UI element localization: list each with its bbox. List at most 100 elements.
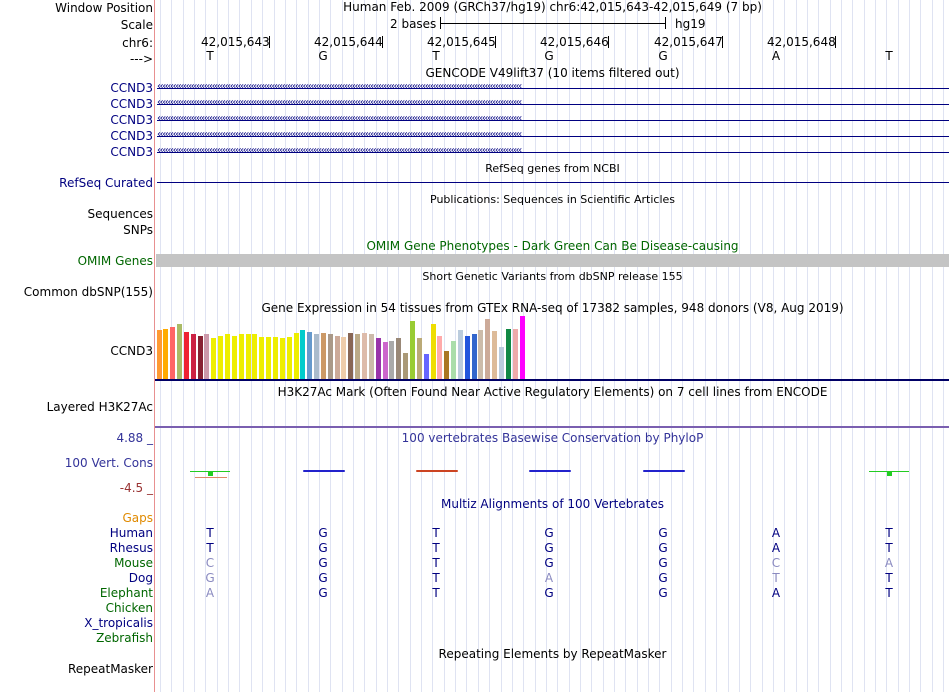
multiz-species-label[interactable]: Dog — [128, 571, 153, 585]
gencode-gene-line[interactable] — [157, 88, 949, 89]
gencode-title[interactable]: GENCODE V49lift37 (10 items filtered out… — [425, 66, 680, 80]
gtex-tissue-bar[interactable] — [472, 334, 477, 379]
gtex-tissue-bar[interactable] — [437, 336, 442, 379]
refseq-title[interactable]: RefSeq genes from NCBI — [485, 162, 620, 175]
gtex-tissue-bar[interactable] — [355, 334, 360, 379]
gtex-tissue-bar[interactable] — [163, 329, 168, 379]
conservation-label[interactable]: 100 Vert. Cons — [64, 456, 153, 470]
gtex-tissue-bar[interactable] — [458, 330, 463, 379]
gtex-tissue-bar[interactable] — [273, 337, 278, 379]
gtex-tissue-bar[interactable] — [218, 336, 223, 379]
gtex-tissue-bar[interactable] — [246, 334, 251, 379]
gtex-tissue-bar[interactable] — [259, 337, 264, 379]
gtex-tissue-bar[interactable] — [403, 353, 408, 379]
gtex-tissue-bar[interactable] — [191, 334, 196, 379]
gtex-tissue-bar[interactable] — [266, 337, 271, 379]
gtex-tissue-bar[interactable] — [396, 338, 401, 379]
gtex-tissue-bar[interactable] — [252, 334, 257, 379]
gtex-tissue-bar[interactable] — [478, 330, 483, 379]
h3k27ac-label[interactable]: Layered H3K27Ac — [46, 400, 153, 414]
sequences-label[interactable]: Sequences — [87, 207, 153, 221]
gtex-tissue-bar[interactable] — [389, 341, 394, 379]
gaps-label[interactable]: Gaps — [122, 511, 153, 525]
gtex-tissue-bar[interactable] — [410, 321, 415, 379]
multiz-species-label[interactable]: Rhesus — [109, 541, 153, 555]
repeatmasker-label[interactable]: RepeatMasker — [67, 662, 153, 676]
gencode-gene-line[interactable] — [157, 136, 949, 137]
conservation-score-mark[interactable] — [416, 470, 458, 472]
gtex-tissue-bar[interactable] — [376, 338, 381, 379]
conservation-score-mark[interactable] — [887, 471, 892, 476]
gtex-tissue-bar[interactable] — [184, 332, 189, 379]
gtex-tissue-bar[interactable] — [314, 334, 319, 379]
multiz-species-label[interactable]: Elephant — [99, 586, 153, 600]
gtex-tissue-bar[interactable] — [506, 329, 511, 379]
gtex-tissue-bar[interactable] — [348, 333, 353, 379]
refseq-label[interactable]: RefSeq Curated — [59, 176, 153, 190]
conservation-score-mark[interactable] — [303, 470, 345, 472]
multiz-species-label[interactable]: X_tropicalis — [84, 616, 153, 630]
gtex-tissue-bar[interactable] — [520, 316, 525, 379]
gtex-tissue-bar[interactable] — [383, 342, 388, 379]
gtex-tissue-bar[interactable] — [513, 329, 518, 379]
gencode-gene-label[interactable]: CCND3 — [110, 81, 153, 95]
gencode-gene-label[interactable]: CCND3 — [110, 129, 153, 143]
multiz-species-label[interactable]: Chicken — [105, 601, 153, 615]
gtex-tissue-bar[interactable] — [499, 347, 504, 379]
gtex-tissue-bar[interactable] — [417, 338, 422, 379]
conservation-title[interactable]: 100 vertebrates Basewise Conservation by… — [401, 431, 704, 445]
gtex-tissue-bar[interactable] — [465, 336, 470, 379]
conservation-score-mark[interactable] — [208, 471, 213, 476]
gtex-tissue-bar[interactable] — [204, 334, 209, 379]
gtex-tissue-bar[interactable] — [170, 327, 175, 379]
gencode-gene-line[interactable] — [157, 152, 949, 153]
gtex-tissue-bar[interactable] — [177, 324, 182, 379]
gtex-tissue-bar[interactable] — [362, 333, 367, 379]
gtex-tissue-bar[interactable] — [424, 354, 429, 379]
gtex-tissue-bar[interactable] — [157, 330, 162, 379]
gtex-tissue-bar[interactable] — [492, 331, 497, 379]
h3k27ac-title[interactable]: H3K27Ac Mark (Often Found Near Active Re… — [277, 385, 828, 399]
gtex-tissue-bar[interactable] — [294, 333, 299, 379]
dbsnp-title[interactable]: Short Genetic Variants from dbSNP releas… — [422, 270, 683, 283]
assembly-position-text[interactable]: Human Feb. 2009 (GRCh37/hg19) chr6:42,01… — [343, 0, 762, 14]
omim-label[interactable]: OMIM Genes — [77, 254, 153, 268]
gencode-gene-label[interactable]: CCND3 — [110, 97, 153, 111]
repeatmasker-title[interactable]: Repeating Elements by RepeatMasker — [438, 647, 667, 661]
gencode-gene-line[interactable] — [157, 120, 949, 121]
gtex-tissue-bar[interactable] — [307, 332, 312, 379]
gencode-gene-line[interactable] — [157, 104, 949, 105]
gtex-tissue-bar[interactable] — [225, 334, 230, 379]
gtex-tissue-bar[interactable] — [451, 341, 456, 379]
gtex-tissue-bar[interactable] — [341, 337, 346, 379]
gtex-title[interactable]: Gene Expression in 54 tissues from GTEx … — [261, 301, 844, 315]
gtex-tissue-bar[interactable] — [321, 333, 326, 379]
gtex-tissue-bar[interactable] — [280, 338, 285, 379]
omim-gene-block[interactable] — [156, 254, 949, 267]
gencode-gene-label[interactable]: CCND3 — [110, 113, 153, 127]
multiz-species-label[interactable]: Zebrafish — [96, 631, 153, 645]
conservation-score-mark[interactable] — [643, 470, 685, 472]
gencode-gene-label[interactable]: CCND3 — [110, 145, 153, 159]
omim-title[interactable]: OMIM Gene Phenotypes - Dark Green Can Be… — [366, 239, 739, 253]
gtex-tissue-bar[interactable] — [287, 337, 292, 379]
gtex-tissue-bar[interactable] — [198, 336, 203, 379]
gtex-label[interactable]: CCND3 — [110, 344, 153, 358]
gtex-tissue-bar[interactable] — [300, 330, 305, 379]
multiz-title[interactable]: Multiz Alignments of 100 Vertebrates — [440, 497, 665, 511]
snps-label[interactable]: SNPs — [123, 223, 153, 237]
gtex-tissue-bar[interactable] — [335, 336, 340, 379]
dbsnp-label[interactable]: Common dbSNP(155) — [23, 285, 153, 299]
publications-title[interactable]: Publications: Sequences in Scientific Ar… — [430, 193, 675, 206]
gtex-tissue-bar[interactable] — [232, 336, 237, 379]
gtex-tissue-bar[interactable] — [444, 351, 449, 379]
gtex-tissue-bar[interactable] — [485, 319, 490, 379]
conservation-score-mark[interactable] — [529, 470, 571, 472]
refseq-gene-line[interactable] — [157, 182, 949, 183]
gtex-tissue-bar[interactable] — [328, 334, 333, 379]
multiz-species-label[interactable]: Human — [109, 526, 153, 540]
multiz-species-label[interactable]: Mouse — [114, 556, 153, 570]
gtex-tissue-bar[interactable] — [239, 334, 244, 379]
gtex-tissue-bar[interactable] — [211, 338, 216, 379]
gtex-tissue-bar[interactable] — [431, 324, 436, 379]
